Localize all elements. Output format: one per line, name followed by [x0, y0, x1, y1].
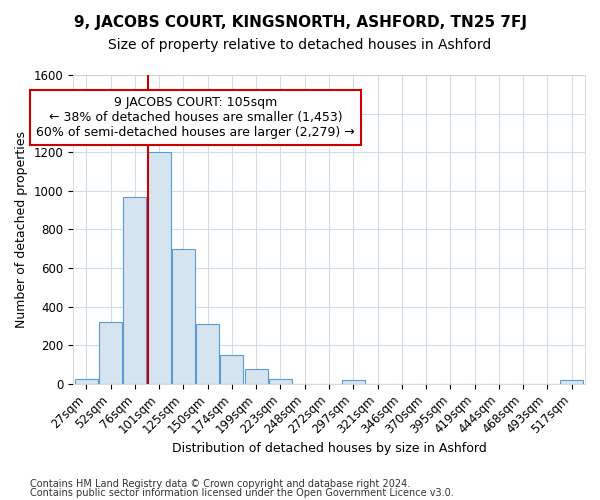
Bar: [75, 379, 98, 384]
X-axis label: Distribution of detached houses by size in Ashford: Distribution of detached houses by size …: [172, 442, 487, 455]
Bar: [124, 196, 146, 384]
Bar: [560, 380, 583, 384]
Text: 9 JACOBS COURT: 105sqm
← 38% of detached houses are smaller (1,453)
60% of semi-: 9 JACOBS COURT: 105sqm ← 38% of detached…: [36, 96, 355, 139]
Bar: [342, 380, 365, 384]
Bar: [99, 322, 122, 384]
Text: Contains public sector information licensed under the Open Government Licence v3: Contains public sector information licen…: [30, 488, 454, 498]
Bar: [269, 379, 292, 384]
Text: Contains HM Land Registry data © Crown copyright and database right 2024.: Contains HM Land Registry data © Crown c…: [30, 479, 410, 489]
Bar: [172, 248, 195, 384]
Text: Size of property relative to detached houses in Ashford: Size of property relative to detached ho…: [109, 38, 491, 52]
Bar: [148, 152, 170, 384]
Y-axis label: Number of detached properties: Number of detached properties: [15, 131, 28, 328]
Bar: [220, 355, 244, 384]
Bar: [196, 324, 219, 384]
Text: 9, JACOBS COURT, KINGSNORTH, ASHFORD, TN25 7FJ: 9, JACOBS COURT, KINGSNORTH, ASHFORD, TN…: [74, 15, 527, 30]
Bar: [245, 370, 268, 384]
